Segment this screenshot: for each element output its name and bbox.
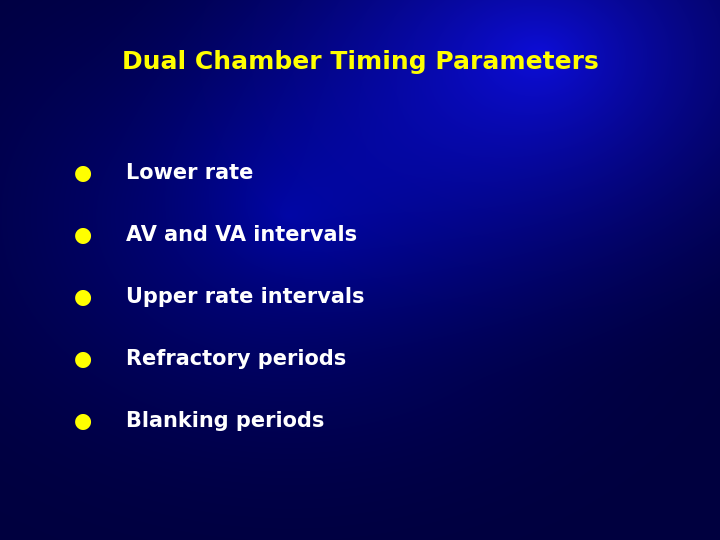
Text: ●: ● [73, 287, 92, 307]
Text: ●: ● [73, 225, 92, 245]
Text: ●: ● [73, 163, 92, 183]
Text: Refractory periods: Refractory periods [126, 349, 346, 369]
Text: Dual Chamber Timing Parameters: Dual Chamber Timing Parameters [122, 50, 598, 74]
Text: ●: ● [73, 349, 92, 369]
Text: AV and VA intervals: AV and VA intervals [126, 225, 357, 245]
Text: Upper rate intervals: Upper rate intervals [126, 287, 364, 307]
Text: ●: ● [73, 411, 92, 431]
Text: Blanking periods: Blanking periods [126, 411, 325, 431]
Text: Lower rate: Lower rate [126, 163, 253, 183]
